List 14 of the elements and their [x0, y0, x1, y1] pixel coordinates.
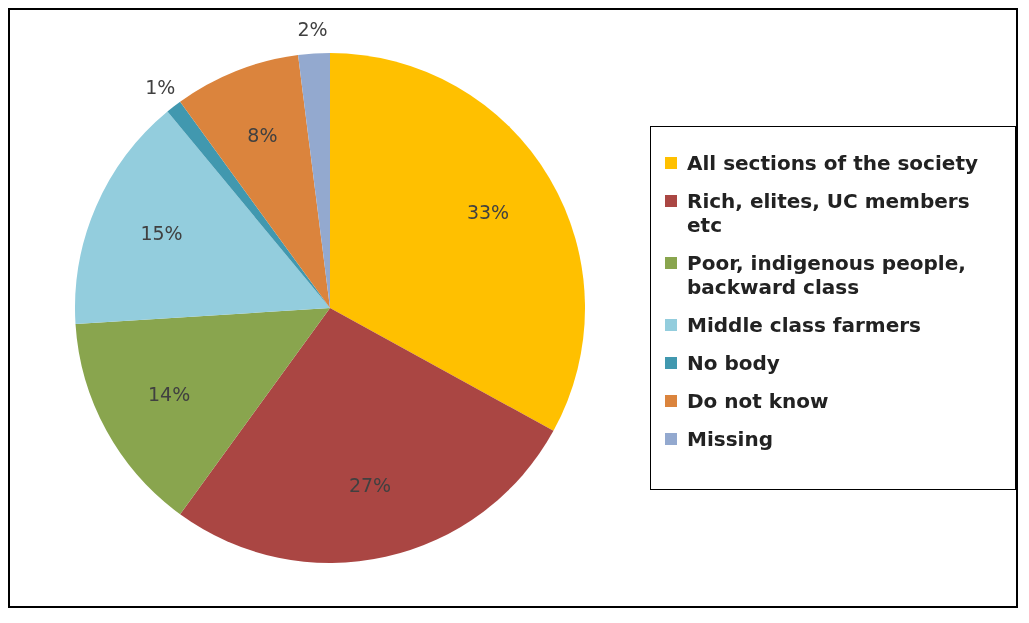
data-label: 2%: [297, 18, 328, 41]
legend-label: No body: [687, 351, 780, 375]
data-label: 1%: [145, 76, 176, 99]
data-label: 33%: [466, 201, 510, 224]
data-label: 8%: [247, 124, 278, 147]
data-label: 14%: [147, 383, 191, 406]
legend-label: Poor, indigenous people, backward class: [687, 251, 967, 299]
legend-label: Rich, elites, UC members etc: [687, 189, 971, 237]
legend-label: Missing: [687, 427, 773, 451]
legend-label: Middle class farmers: [687, 313, 921, 337]
legend-label: Do not know: [687, 389, 829, 413]
data-label: 15%: [140, 222, 183, 245]
legend-label: All sections of the society: [687, 151, 978, 175]
data-label: 27%: [348, 474, 392, 497]
